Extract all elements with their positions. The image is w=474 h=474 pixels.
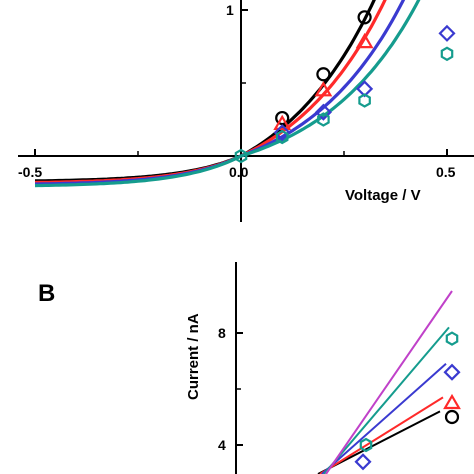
panel-a-point	[275, 129, 289, 145]
panel-b-line	[323, 326, 450, 474]
panel-b-point	[443, 363, 461, 381]
panel-a-curve	[34, 0, 421, 188]
panel-a-x-tick-label: 0.5	[436, 164, 456, 180]
panel-a: -0.5 0.0 0.5 1 Voltage / V	[18, 0, 474, 222]
panel-b-point	[354, 453, 372, 471]
panel-a-point	[440, 46, 454, 62]
panel-a-point	[357, 10, 372, 25]
panel-a-point	[438, 24, 456, 42]
panel-a-point	[358, 93, 371, 108]
panel-b-y-axis-label: Current / nA	[185, 313, 202, 400]
panel-b-point	[359, 437, 373, 453]
panel-b-point	[445, 331, 459, 346]
panel-a-curves	[34, 0, 421, 188]
panel-a-point	[316, 67, 331, 82]
panel-b-line	[319, 396, 444, 474]
panel-b: B 8 4 Current / nA	[38, 262, 461, 474]
panel-a-point	[273, 114, 292, 130]
panel-a-x-tick-label: 0.0	[229, 164, 249, 180]
panel-a-point	[234, 148, 248, 164]
panel-b-y-tick-label: 4	[218, 437, 226, 453]
panel-a-point	[317, 112, 330, 127]
panel-a-point	[355, 32, 374, 49]
panel-b-markers	[354, 331, 461, 471]
panel-a-point	[314, 103, 332, 121]
panel-b-line	[325, 290, 453, 474]
panel-a-point	[273, 124, 291, 142]
panel-b-label: B	[38, 280, 55, 307]
panel-a-point	[314, 81, 333, 97]
panel-a-x-tick-label: -0.5	[18, 164, 42, 180]
panel-b-point	[444, 409, 460, 425]
panel-b-lines	[317, 290, 453, 474]
panel-a-y-tick-label: 1	[226, 2, 234, 18]
panel-a-markers	[234, 10, 456, 164]
panel-a-x-axis-label: Voltage / V	[345, 187, 421, 204]
panel-a-point	[356, 80, 374, 98]
panel-b-point	[443, 393, 461, 410]
panel-b-y-tick-label: 8	[218, 325, 226, 341]
panel-b-line	[321, 363, 447, 474]
panel-a-point	[275, 110, 290, 126]
